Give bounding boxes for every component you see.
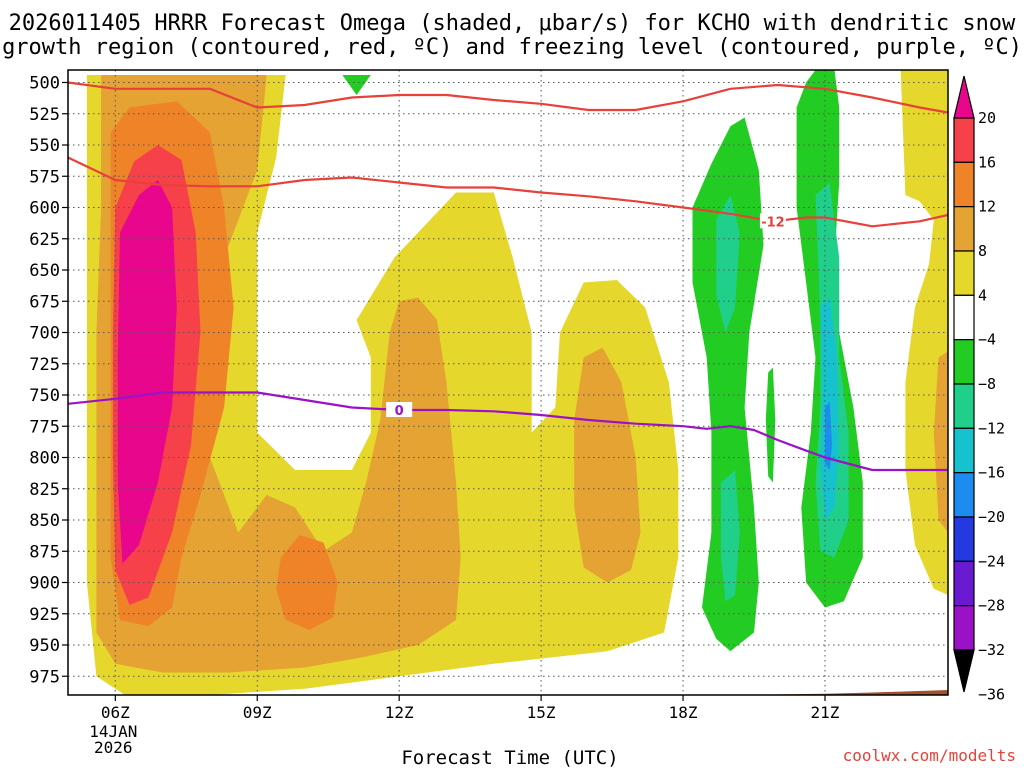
colorbar-bottom-arrow (953, 649, 975, 693)
omega-region-8-level-20 (117, 180, 177, 564)
colorbar-tick--24: −24 (978, 552, 1005, 570)
x-tick-sublabel-06Z-0: 14JAN (89, 722, 137, 741)
omega-region-10-level--4 (692, 117, 764, 652)
freezing-level-0c-line (68, 391, 948, 472)
chart-title-line-1: 2026011405 HRRR Forecast Omega (shaded, … (9, 11, 1016, 36)
y-tick-label-975: 975 (29, 667, 60, 687)
colorbar-tick-4: 4 (978, 286, 987, 304)
dendritic-region-bottom-minus12-label: -12 (761, 215, 785, 230)
colorbar-band--20--16 (953, 472, 975, 518)
y-tick-label-550: 550 (29, 136, 60, 156)
colorbar-band--28--24 (953, 560, 975, 607)
x-tick-label-09Z: 09Z (243, 703, 272, 722)
colorbar-tick--4: −4 (978, 331, 996, 349)
grid-layer (68, 70, 948, 695)
colorbar-tick-20: 20 (978, 109, 996, 127)
y-axis: 500 525 550 575 600 625 650 675 700 725 750 775 800 8… (29, 74, 68, 687)
colorbar-band--16--12 (953, 427, 975, 474)
colorbar-tick--32: −32 (978, 641, 1005, 659)
x-axis-label: Forecast Time (UTC) (401, 747, 618, 768)
x-tick-label-21Z: 21Z (811, 703, 840, 722)
y-tick-label-875: 875 (29, 542, 60, 562)
y-tick-label-900: 900 (29, 574, 60, 594)
y-tick-label-500: 500 (29, 74, 60, 94)
contour-layer: -12 0 (68, 81, 948, 472)
omega-shading-layer (86, 70, 948, 695)
y-tick-label-650: 650 (29, 261, 60, 281)
chart-title-line-2: growth region (contoured, red, ºC) and f… (2, 35, 1022, 60)
omega-region-14-level--8 (720, 470, 740, 602)
colorbar: 20 16 12 8 4 −4 −8 −12 −16 −20 −24 −28 −32 −36 (953, 75, 1005, 703)
y-tick-label-675: 675 (29, 292, 60, 312)
y-tick-label-700: 700 (29, 324, 60, 344)
x-tick-label-06Z: 06Z (101, 703, 130, 722)
colorbar-band--24--20 (953, 516, 975, 562)
dendritic-region-top-line (68, 81, 948, 114)
credit-text[interactable]: coolwx.com/modelts (843, 746, 1016, 765)
x-tick-label-12Z: 12Z (385, 703, 414, 722)
y-tick-label-800: 800 (29, 449, 60, 469)
y-tick-label-850: 850 (29, 511, 60, 531)
x-tick-label-15Z: 15Z (527, 703, 556, 722)
freezing-level-0c-label-bg (386, 402, 413, 417)
y-tick-label-950: 950 (29, 636, 60, 656)
dendritic-region-bottom-minus12-label-bg (759, 213, 786, 229)
colorbar-tick--16: −16 (978, 464, 1005, 482)
y-tick-label-750: 750 (29, 386, 60, 406)
colorbar-tick--28: −28 (978, 597, 1005, 615)
omega-region-4-level-8 (933, 351, 948, 533)
dendritic-region-bottom-minus12-line (68, 156, 948, 228)
colorbar-band-4-8 (953, 250, 975, 296)
colorbar-tick-12: 12 (978, 198, 996, 216)
y-tick-label-725: 725 (29, 355, 60, 375)
omega-region-6-level-12 (276, 535, 338, 630)
omega-region-9-level--4 (342, 75, 371, 95)
colorbar-band--12--8 (953, 383, 975, 429)
y-tick-label-775: 775 (29, 417, 60, 437)
colorbar-tick-8: 8 (978, 242, 987, 260)
colorbar-tick--12: −12 (978, 419, 1005, 437)
omega-region-3-level-8 (574, 347, 641, 583)
ground-layer (730, 690, 948, 695)
omega-region-17-level--16 (825, 401, 833, 470)
colorbar-tick--36: −36 (978, 685, 1005, 703)
colorbar-band--4-4 (953, 294, 975, 341)
colorbar-band-8-12 (953, 206, 975, 252)
x-tick-label-18Z: 18Z (669, 703, 698, 722)
y-tick-label-575: 575 (29, 167, 60, 187)
colorbar-tick--20: −20 (978, 508, 1005, 526)
colorbar-tick--8: −8 (978, 375, 996, 393)
colorbar-band--32--28 (953, 605, 975, 651)
y-tick-label-525: 525 (29, 105, 60, 125)
y-tick-label-625: 625 (29, 230, 60, 250)
colorbar-band-12-16 (953, 161, 975, 208)
colorbar-band-16-20 (953, 117, 975, 163)
x-tick-sublabel-06Z-1: 2026 (94, 738, 133, 757)
colorbar-band--8--4 (953, 339, 975, 385)
ground-terrain (730, 690, 948, 695)
freezing-level-0c-label: 0 (395, 404, 404, 419)
omega-region-12-level--4 (765, 367, 776, 483)
omega-region-13-level--8 (716, 195, 740, 333)
colorbar-tick-16: 16 (978, 153, 996, 171)
y-tick-label-600: 600 (29, 199, 60, 219)
colorbar-top-arrow (953, 75, 975, 119)
y-tick-label-825: 825 (29, 480, 60, 500)
plot-frame (67, 69, 949, 696)
y-tick-label-925: 925 (29, 605, 60, 625)
